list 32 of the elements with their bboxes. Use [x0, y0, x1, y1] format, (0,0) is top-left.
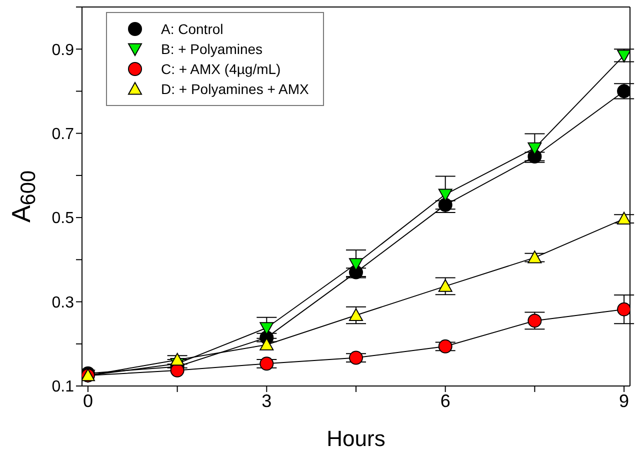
legend-label: B: + Polyamines [161, 41, 263, 57]
legend-label: D: + Polyamines + AMX [161, 81, 309, 97]
point [260, 322, 274, 335]
legend-label: C: + AMX (4µg/mL) [161, 61, 281, 77]
y-tick-label: 0.9 [52, 42, 74, 59]
point [528, 142, 542, 156]
x-tick-label: 3 [262, 390, 272, 411]
y-tick-label: 0.5 [52, 210, 74, 228]
point [438, 279, 452, 292]
point [170, 352, 184, 366]
point [617, 50, 630, 62]
y-tick-label: 0.7 [52, 126, 74, 144]
point [260, 338, 274, 350]
y-tick-label: 0.1 [52, 378, 74, 396]
point [617, 302, 630, 316]
point [438, 339, 452, 354]
point [528, 314, 542, 328]
point [528, 250, 542, 264]
legend-label: A: Control [161, 21, 224, 37]
point [260, 356, 274, 371]
point [438, 188, 452, 202]
point [349, 258, 363, 271]
point [349, 350, 363, 365]
x-axis-title: Hours [326, 426, 386, 451]
x-tick-label: 9 [619, 390, 630, 411]
point [617, 84, 630, 98]
point [438, 198, 452, 212]
y-tick-label: 0.3 [52, 294, 74, 312]
point [617, 212, 630, 225]
point [349, 308, 363, 321]
x-tick-label: 0 [82, 390, 93, 411]
x-tick-label: 6 [440, 390, 450, 411]
